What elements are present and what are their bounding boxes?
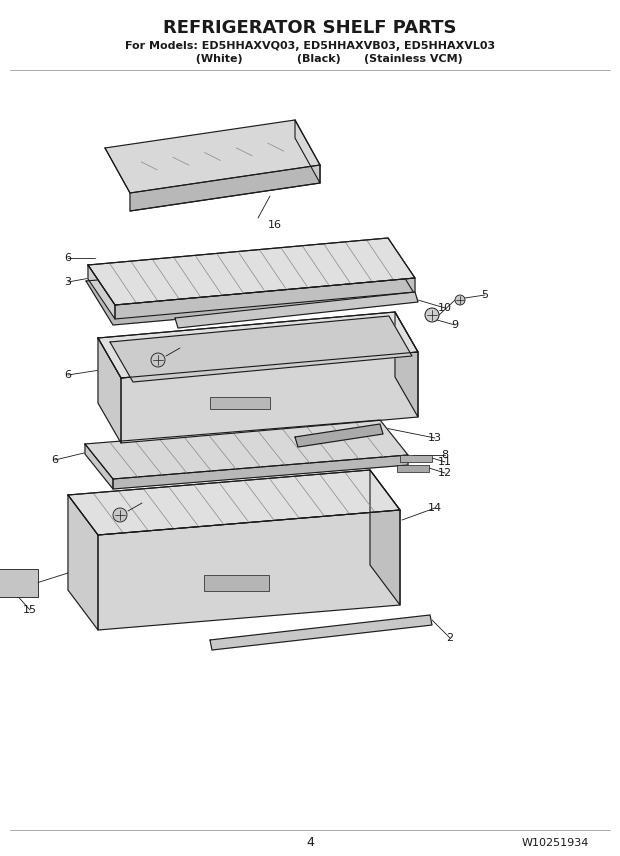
Polygon shape xyxy=(105,120,320,193)
Polygon shape xyxy=(115,278,415,319)
Polygon shape xyxy=(68,495,98,630)
Polygon shape xyxy=(370,470,400,605)
Text: 4: 4 xyxy=(97,498,104,508)
Circle shape xyxy=(113,508,127,522)
Text: 4: 4 xyxy=(306,836,314,849)
Text: REFRIGERATOR SHELF PARTS: REFRIGERATOR SHELF PARTS xyxy=(163,19,457,37)
Polygon shape xyxy=(395,312,418,417)
Text: 10: 10 xyxy=(438,303,452,313)
Text: 16: 16 xyxy=(268,220,282,230)
Text: (White)              (Black)      (Stainless VCM): (White) (Black) (Stainless VCM) xyxy=(157,54,463,64)
Bar xyxy=(0,568,38,597)
Bar xyxy=(204,574,268,591)
Bar xyxy=(210,396,270,408)
Polygon shape xyxy=(85,420,408,479)
Polygon shape xyxy=(98,338,121,443)
Text: 6: 6 xyxy=(64,253,71,263)
Polygon shape xyxy=(295,424,383,447)
Text: 13: 13 xyxy=(428,433,442,443)
Circle shape xyxy=(455,295,465,305)
Polygon shape xyxy=(85,444,113,489)
Text: 1: 1 xyxy=(117,363,123,373)
Polygon shape xyxy=(295,120,320,183)
Polygon shape xyxy=(88,265,115,319)
Circle shape xyxy=(151,353,165,367)
Text: 9: 9 xyxy=(451,320,459,330)
Polygon shape xyxy=(130,165,320,211)
Text: W10251934: W10251934 xyxy=(521,838,588,848)
Text: For Models: ED5HHAXVQ03, ED5HHAXVB03, ED5HHAXVL03: For Models: ED5HHAXVQ03, ED5HHAXVB03, ED… xyxy=(125,41,495,51)
Polygon shape xyxy=(210,615,432,650)
Text: 5: 5 xyxy=(482,290,489,300)
Text: 8: 8 xyxy=(441,450,448,460)
Text: 14: 14 xyxy=(428,503,442,513)
Polygon shape xyxy=(98,312,418,378)
Polygon shape xyxy=(121,352,418,443)
Text: 11: 11 xyxy=(438,457,452,467)
Text: 2: 2 xyxy=(446,633,454,643)
Text: 1: 1 xyxy=(79,515,86,525)
Text: 3: 3 xyxy=(64,277,71,287)
Polygon shape xyxy=(86,254,417,325)
Polygon shape xyxy=(88,238,415,305)
Text: 6: 6 xyxy=(64,370,71,380)
Text: eReplacementParts.com: eReplacementParts.com xyxy=(238,484,382,496)
Polygon shape xyxy=(175,292,418,328)
Text: 15: 15 xyxy=(23,605,37,615)
Polygon shape xyxy=(113,455,408,489)
Bar xyxy=(397,465,429,472)
Polygon shape xyxy=(110,316,412,382)
Polygon shape xyxy=(98,510,400,630)
Text: 12: 12 xyxy=(438,468,452,478)
Circle shape xyxy=(425,308,439,322)
Text: 6: 6 xyxy=(51,455,58,465)
Text: 4: 4 xyxy=(133,343,141,353)
Polygon shape xyxy=(68,470,400,535)
Bar xyxy=(400,455,432,462)
